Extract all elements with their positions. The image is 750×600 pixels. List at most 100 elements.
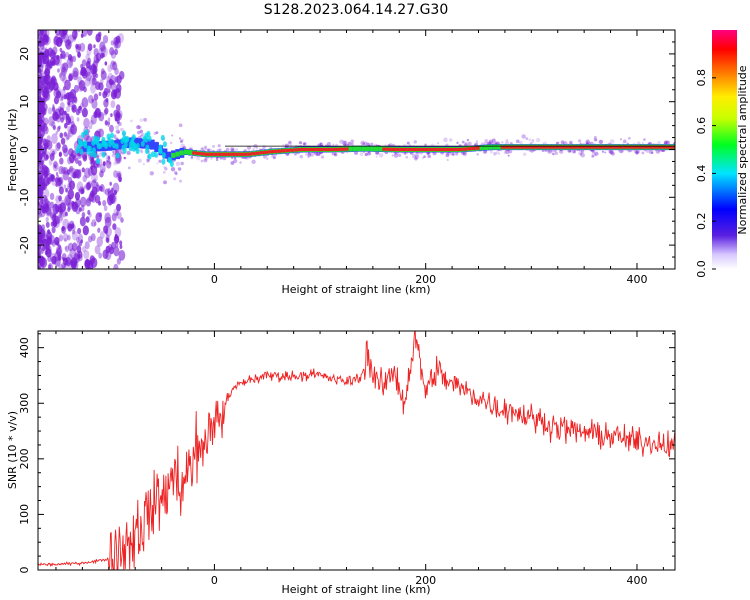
- scatter-point: [190, 156, 194, 160]
- scatter-point: [139, 118, 144, 123]
- noise-blob: [110, 193, 118, 204]
- scatter-point: [343, 143, 347, 146]
- track-core: [580, 145, 586, 149]
- scatter-point: [225, 147, 230, 152]
- track-speckle: [81, 131, 86, 138]
- track-core: [521, 145, 527, 149]
- track-core: [318, 147, 324, 152]
- snr-panel: 0 200 400 0 100 200 300 400 Height of straight …: [6, 330, 676, 596]
- track-mid: [492, 144, 497, 150]
- noise-blob: [45, 151, 51, 159]
- scatter-point: [112, 151, 115, 154]
- scatter-point: [344, 140, 347, 144]
- track-core: [475, 146, 481, 150]
- track-outer: [116, 139, 121, 150]
- track-outer: [137, 138, 143, 149]
- scatter-point: [391, 154, 394, 157]
- scatter-point: [560, 140, 565, 145]
- track-speckle: [84, 129, 89, 136]
- track-core: [471, 146, 476, 151]
- noise-blob: [51, 255, 57, 265]
- scatter-point: [364, 152, 368, 157]
- track-core: [504, 145, 510, 149]
- track-speckle: [122, 135, 127, 142]
- scatter-point: [573, 150, 576, 154]
- noise-blob: [56, 175, 60, 181]
- scatter-point: [466, 138, 470, 142]
- noise-blob: [107, 117, 111, 122]
- noise-blob: [77, 160, 82, 167]
- scatter-point: [446, 158, 449, 162]
- scatter-point: [493, 141, 497, 145]
- noise-blob: [51, 226, 56, 234]
- scatter-point: [201, 147, 205, 151]
- noise-blob: [78, 254, 83, 262]
- noise-blob: [109, 193, 116, 204]
- track-speckle: [95, 158, 100, 165]
- track-core: [606, 145, 612, 149]
- noise-blob: [68, 148, 74, 157]
- noise-blob: [90, 233, 96, 242]
- noise-blob: [112, 223, 117, 230]
- noise-blob: [82, 154, 88, 162]
- snr-frame: [37, 330, 676, 571]
- noise-blob: [97, 227, 101, 233]
- track-mid: [171, 152, 176, 158]
- scatter-point: [664, 141, 667, 145]
- track-core: [411, 147, 417, 152]
- spectrogram-xtick-label: 400: [626, 273, 647, 286]
- scatter-point: [294, 152, 297, 156]
- snr-ytick-label: 100: [18, 504, 31, 525]
- scatter-point: [169, 141, 173, 145]
- track-core: [458, 147, 464, 152]
- noise-blob: [112, 62, 118, 71]
- noise-blob: [76, 236, 80, 243]
- scatter-point: [331, 152, 335, 156]
- spectrogram-ylabel: Frequency (Hz): [6, 109, 19, 192]
- track-core: [242, 152, 248, 156]
- noise-blob: [52, 111, 59, 121]
- scatter-point: [378, 153, 384, 158]
- noise-blob: [102, 199, 107, 207]
- scatter-point: [570, 142, 573, 145]
- scatter-point: [155, 131, 159, 135]
- noise-blob: [83, 117, 90, 129]
- scatter-point: [200, 159, 204, 163]
- noise-blob: [72, 95, 78, 103]
- scatter-point: [448, 138, 453, 142]
- noise-blob: [103, 205, 108, 212]
- scatter-point: [175, 161, 181, 167]
- noise-blob: [62, 62, 69, 72]
- noise-blob: [48, 264, 52, 269]
- noise-blob: [105, 80, 113, 90]
- track-core: [640, 145, 645, 149]
- noise-blob: [38, 55, 42, 61]
- scatter-point: [117, 122, 122, 127]
- noise-blob: [56, 142, 61, 149]
- track-speckle: [109, 132, 114, 139]
- noise-blob: [93, 48, 99, 57]
- track-core: [593, 145, 599, 149]
- noise-blob: [90, 84, 97, 94]
- noise-blob: [109, 124, 114, 133]
- noise-blob: [98, 252, 103, 259]
- noise-blob: [105, 230, 108, 235]
- track-speckle: [106, 133, 111, 140]
- snr-xlabel: Height of straight line (km): [281, 583, 430, 596]
- noise-blob: [85, 71, 92, 82]
- scatter-point: [594, 151, 599, 156]
- track-core: [661, 145, 666, 149]
- scatter-point: [319, 142, 322, 145]
- colorbar-tick-label: 0.8: [695, 69, 708, 87]
- scatter-point: [180, 143, 185, 149]
- scatter-point: [443, 137, 448, 143]
- noise-blob: [56, 247, 62, 257]
- scatter-point: [604, 151, 607, 154]
- noise-blob: [42, 93, 48, 103]
- noise-blob: [45, 248, 52, 258]
- noise-blob: [93, 44, 96, 49]
- track-mid: [183, 149, 189, 155]
- scatter-point: [591, 155, 594, 158]
- noise-blob: [58, 264, 64, 269]
- noise-blob: [62, 232, 69, 242]
